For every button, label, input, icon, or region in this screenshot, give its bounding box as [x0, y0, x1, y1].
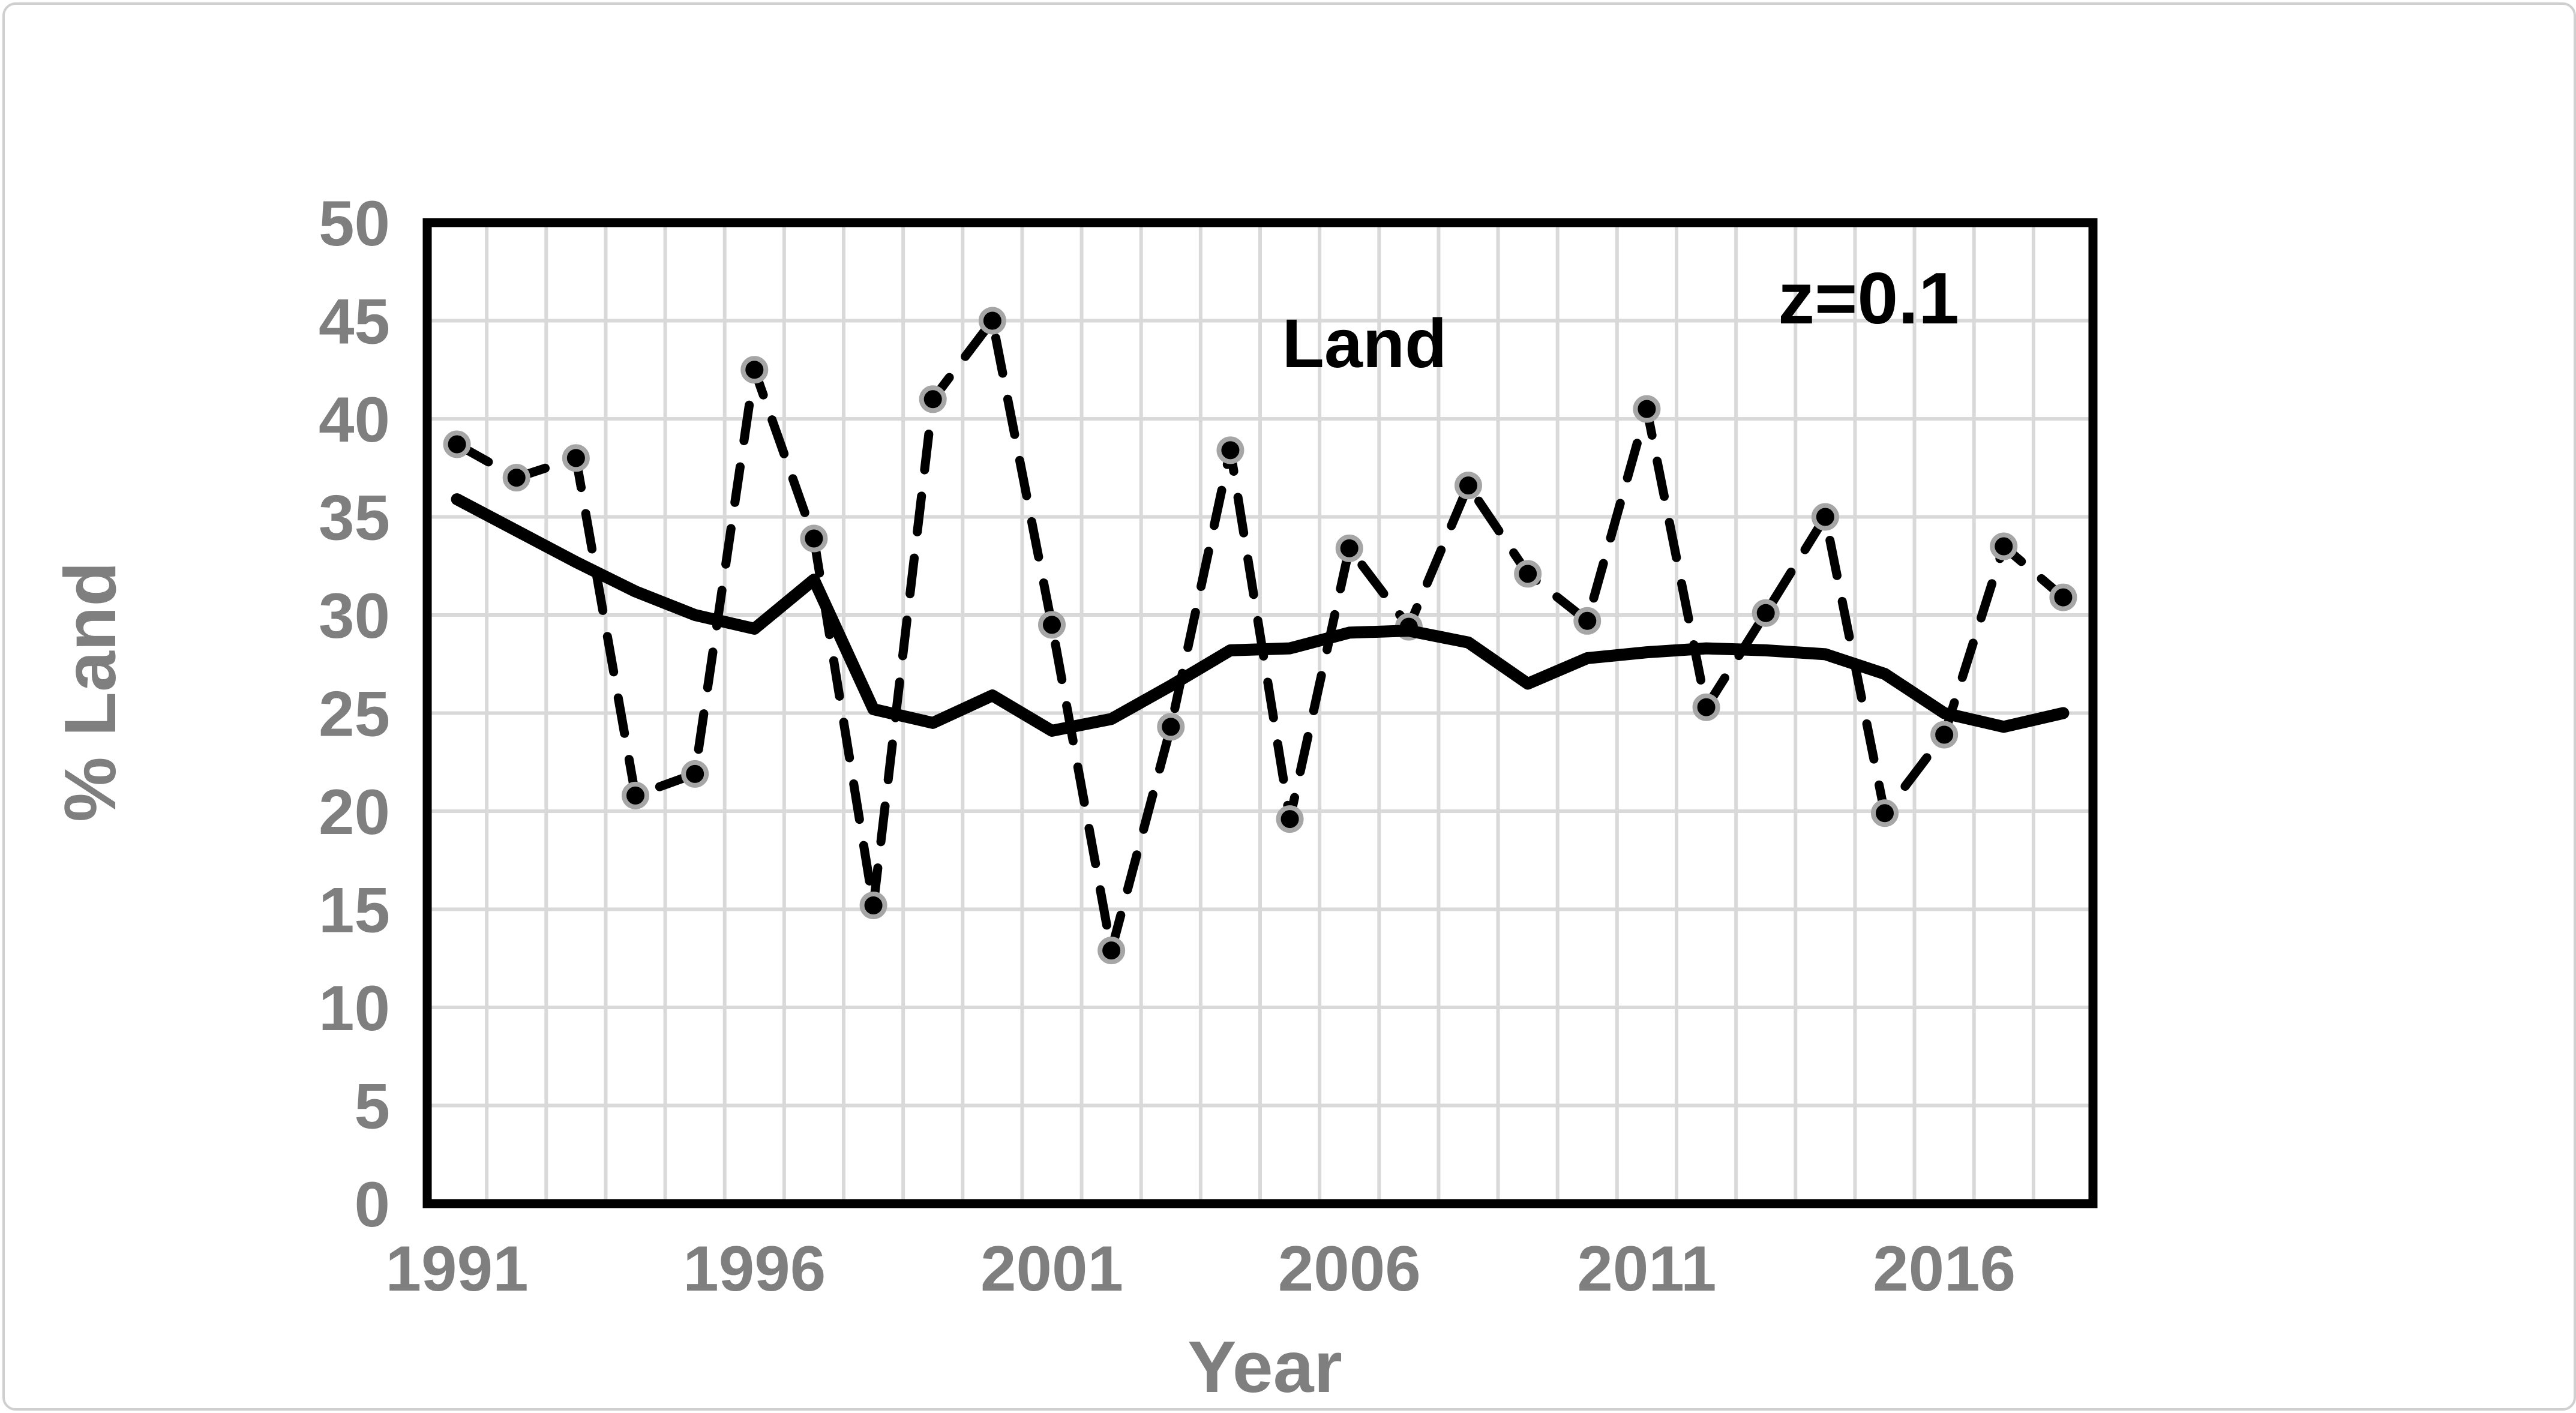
- gridlines: [427, 223, 2093, 1204]
- y-tick-label: 45: [319, 286, 390, 358]
- data-point-marker: [919, 385, 947, 413]
- y-tick-label: 50: [319, 187, 390, 259]
- smoothing-parameter-annotation: z=0.1: [1778, 257, 1959, 339]
- x-axis-title: Year: [1187, 1326, 1342, 1408]
- series-line-annual: [452, 316, 2068, 955]
- series-line-smoothed: [451, 493, 2070, 737]
- y-tick-label: 20: [319, 776, 390, 848]
- y-tick-label: 5: [354, 1070, 390, 1142]
- data-point-marker: [859, 891, 887, 919]
- y-tick-label: 35: [319, 482, 390, 554]
- data-point-marker: [2049, 583, 2077, 611]
- data-point-marker: [1097, 937, 1126, 965]
- x-axis-tick-labels: 1991 1996 2001 2006 2011 2016: [386, 1232, 2016, 1304]
- data-point-marker: [1633, 395, 1661, 423]
- data-point-marker: [740, 356, 769, 384]
- data-point-marker: [978, 307, 1006, 335]
- data-point-marker: [562, 444, 590, 472]
- line-chart: 0 5 10 15 20 25 30 35 40 45 50 1991 1996 2001 2006 201…: [319, 187, 2098, 1304]
- x-tick-label: 2006: [1278, 1232, 1421, 1304]
- plot-area-border: [422, 218, 2098, 1208]
- data-point-marker: [800, 524, 828, 553]
- data-point-marker: [1871, 799, 1899, 827]
- data-point-marker: [1455, 472, 1482, 500]
- data-point-marker: [443, 430, 471, 458]
- y-axis-title: % Land: [49, 562, 131, 822]
- x-tick-label: 2016: [1873, 1232, 2016, 1304]
- data-point-marker: [1811, 503, 1839, 531]
- data-point-marker: [1157, 713, 1185, 741]
- x-tick-label: 2001: [980, 1232, 1123, 1304]
- y-axis-tick-labels: 0 5 10 15 20 25 30 35 40 45 50: [319, 187, 390, 1240]
- data-point-marker: [681, 760, 709, 788]
- data-point-marker: [1990, 532, 2018, 560]
- data-point-marker: [1038, 611, 1066, 639]
- data-point-marker: [1514, 560, 1542, 588]
- y-tick-label: 30: [319, 580, 390, 652]
- x-tick-label: 2011: [1577, 1232, 1716, 1304]
- data-point-marker: [1573, 607, 1602, 635]
- y-tick-label: 10: [319, 972, 390, 1044]
- data-point-marker: [1692, 693, 1720, 721]
- x-tick-label: 1996: [683, 1232, 826, 1304]
- data-point-marker: [1216, 436, 1244, 464]
- data-point-marker: [1276, 805, 1304, 833]
- y-tick-label: 25: [319, 678, 390, 750]
- y-tick-label: 0: [354, 1168, 390, 1240]
- land-series-annotation: Land: [1282, 305, 1447, 382]
- data-series: [443, 307, 2077, 965]
- plot-border: [422, 218, 2098, 1208]
- y-tick-label: 15: [319, 874, 390, 946]
- data-point-marker: [622, 781, 649, 809]
- data-point-marker: [1930, 721, 1959, 749]
- y-tick-label: 40: [319, 383, 390, 455]
- data-point-marker: [502, 464, 530, 492]
- data-point-marker: [1335, 534, 1363, 562]
- data-point-marker: [1752, 599, 1780, 627]
- x-tick-label: 1991: [386, 1232, 529, 1304]
